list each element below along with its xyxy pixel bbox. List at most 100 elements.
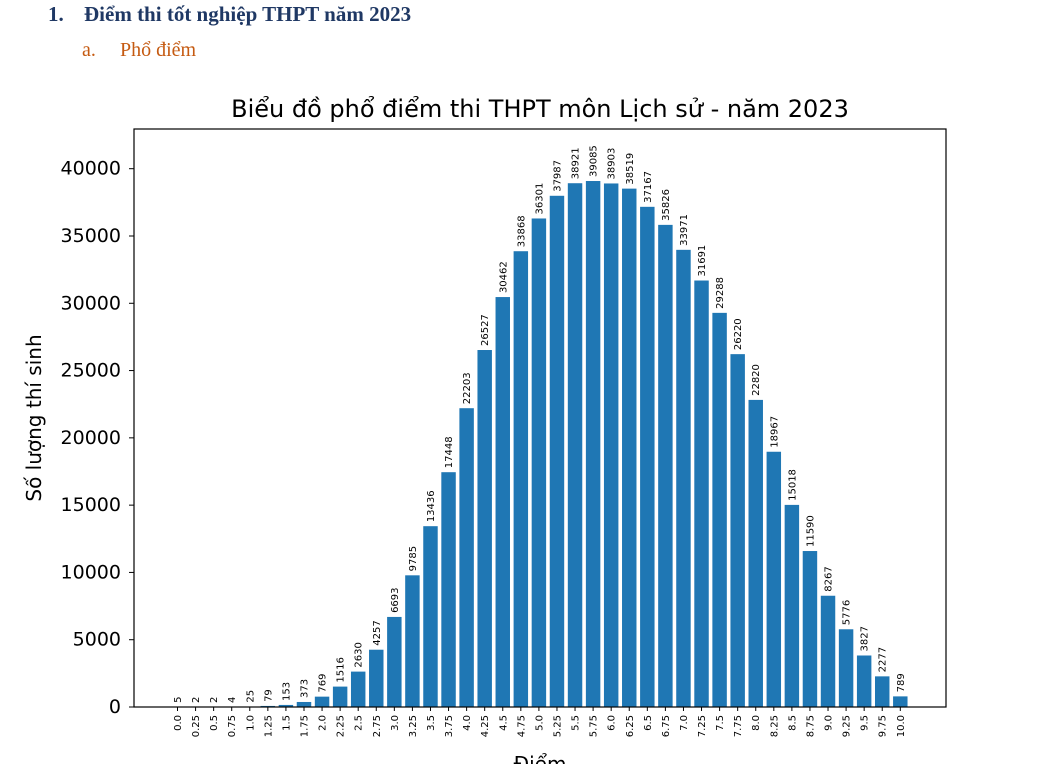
x-tick-label: 8.0 (751, 715, 762, 731)
bar-2.75 (369, 649, 384, 707)
x-tick-label: 1.5 (281, 715, 292, 731)
y-tick-label: 0 (109, 696, 121, 718)
x-tick-label: 2.25 (336, 715, 347, 737)
y-axis-label: Số lượng thí sinh (22, 334, 46, 501)
bar-value-label: 38519 (625, 153, 636, 185)
bar-1.75 (296, 701, 312, 707)
chart-title: Biểu đồ phổ điểm thi THPT môn Lịch sử - … (231, 95, 849, 123)
x-tick-label: 4.0 (462, 715, 473, 731)
x-tick-label: 6.5 (643, 715, 654, 731)
x-tick-label: 10.0 (896, 715, 907, 737)
bar-7.25 (694, 280, 709, 707)
bar-value-label: 17448 (444, 436, 455, 468)
bar-9.25 (838, 629, 854, 707)
bar-value-label: 38921 (571, 147, 582, 179)
bar-value-label: 11590 (805, 515, 816, 547)
bar-value-label: 22203 (462, 372, 473, 404)
bar-value-label: 1516 (336, 657, 347, 682)
x-tick-label: 3.5 (426, 715, 437, 731)
bar-9.0 (820, 595, 836, 707)
bar-6.25 (622, 188, 637, 707)
bar-7.0 (676, 249, 691, 708)
x-tick-label: 9.25 (842, 715, 853, 737)
bar-9.5 (856, 655, 872, 707)
bar-value-label: 4257 (372, 620, 383, 645)
bar-10.0 (893, 696, 908, 707)
y-tick-label: 30000 (61, 292, 121, 314)
x-tick-label: 6.75 (661, 715, 672, 737)
bar-value-label: 36301 (534, 183, 545, 215)
bar-value-label: 2630 (354, 642, 365, 667)
x-tick-label: 9.5 (860, 715, 871, 731)
y-tick-label: 35000 (61, 225, 121, 247)
bar-value-label: 13436 (426, 490, 437, 522)
bar-value-label: 30462 (498, 261, 509, 293)
bar-3.0 (387, 616, 402, 707)
x-tick-label: 5.0 (534, 715, 545, 731)
bar-value-label: 373 (299, 679, 310, 698)
bar-value-label: 5776 (842, 600, 853, 625)
bar-6.75 (658, 224, 673, 708)
x-tick-label: 1.25 (263, 715, 274, 737)
bar-value-label: 5 (173, 697, 184, 703)
bar-9.75 (875, 676, 890, 707)
bar-value-label: 31691 (697, 245, 708, 277)
bar-value-label: 25 (245, 690, 256, 703)
bar-7.75 (730, 354, 745, 707)
bar-value-label: 39085 (589, 145, 600, 177)
x-tick-label: 8.25 (769, 715, 780, 737)
bar-2.25 (332, 686, 348, 707)
bar-value-label: 18967 (769, 416, 780, 448)
bar-value-label: 79 (263, 689, 274, 702)
x-tick-label: 1.75 (299, 715, 310, 737)
plot-frame (133, 128, 947, 708)
bar-value-label: 33868 (516, 215, 527, 247)
bar-5.5 (567, 183, 583, 707)
y-tick-label: 20000 (61, 427, 121, 449)
y-tick-label: 25000 (61, 360, 121, 382)
x-tick-label: 5.25 (552, 715, 563, 737)
x-tick-label: 9.0 (824, 715, 835, 731)
section-number: 1. (48, 2, 64, 26)
bar-4.5 (495, 297, 510, 707)
bar-value-label: 26220 (733, 318, 744, 350)
bar-8.5 (784, 504, 800, 707)
x-tick-label: 9.75 (878, 715, 889, 737)
bar-value-label: 37167 (643, 171, 654, 203)
subsection-title: Phổ điểm (120, 39, 197, 61)
x-tick-label: 3.0 (390, 715, 401, 731)
bar-5.0 (531, 218, 547, 707)
bar-value-label: 38903 (607, 148, 618, 180)
y-tick-label: 5000 (73, 629, 121, 651)
section-heading: 1. Điểm thi tốt nghiệp THPT năm 2023 (48, 2, 411, 27)
bar-7.5 (712, 312, 727, 707)
x-axis-label: Điểm (514, 752, 567, 764)
subsection-number: a. (82, 39, 96, 61)
x-tick-label: 0.75 (227, 715, 238, 737)
section-title: Điểm thi tốt nghiệp THPT năm 2023 (84, 2, 412, 26)
bar-3.75 (441, 472, 456, 707)
bar-5.25 (549, 195, 565, 707)
bar-value-label: 15018 (787, 469, 798, 501)
bar-value-label: 769 (318, 674, 329, 693)
x-tick-label: 0.5 (209, 715, 220, 731)
bar-value-label: 22820 (751, 364, 762, 396)
bar-value-label: 26527 (480, 314, 491, 346)
bar-value-label: 9785 (408, 546, 419, 571)
bar-6.0 (603, 183, 619, 708)
x-tick-label: 8.75 (805, 715, 816, 737)
bar-3.5 (423, 526, 438, 707)
x-tick-label: 4.25 (480, 715, 491, 737)
bar-8.75 (802, 551, 818, 707)
x-tick-label: 4.75 (516, 715, 527, 737)
subsection-heading: a. Phổ điểm (82, 39, 196, 62)
x-tick-label: 3.25 (408, 715, 419, 737)
x-tick-label: 3.75 (444, 715, 455, 737)
x-tick-label: 2.0 (318, 715, 329, 731)
y-tick-label: 15000 (61, 494, 121, 516)
bar-1.5 (278, 704, 294, 707)
bar-3.25 (405, 575, 420, 707)
bar-value-label: 3827 (860, 626, 871, 651)
bar-4.75 (513, 251, 529, 707)
bar-2.5 (350, 671, 366, 707)
